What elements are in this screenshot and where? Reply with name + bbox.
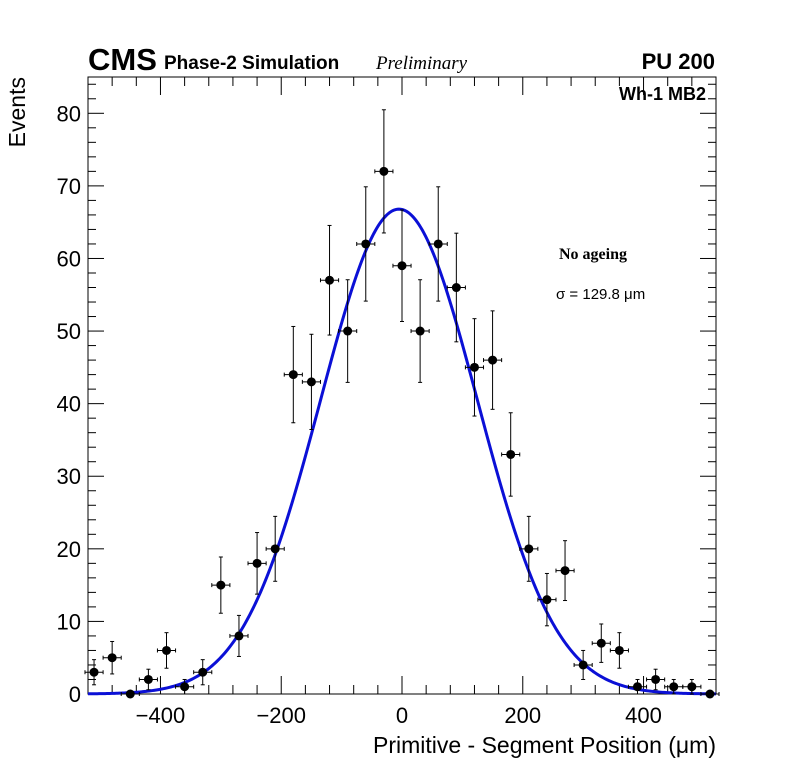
y-tick-label: 70 <box>57 174 81 199</box>
preliminary-label: Preliminary <box>375 53 468 74</box>
data-point <box>700 689 720 699</box>
data-point <box>338 279 358 383</box>
legend-sigma: σ = 129.8 μm <box>556 286 645 303</box>
y-tick-label: 60 <box>57 246 81 271</box>
data-marker <box>198 667 208 677</box>
data-point <box>410 279 430 383</box>
data-point <box>374 109 394 234</box>
data-point <box>483 310 503 410</box>
data-marker <box>687 682 697 692</box>
data-marker <box>451 283 461 293</box>
data-marker <box>524 544 534 554</box>
data-marker <box>306 377 316 387</box>
y-tick-label: 80 <box>57 101 81 126</box>
data-point <box>664 678 684 695</box>
x-axis-title: Primitive - Segment Position (μm) <box>373 732 716 758</box>
data-point <box>646 668 666 691</box>
data-point <box>193 659 213 686</box>
data-marker <box>415 326 425 336</box>
data-marker <box>596 638 606 648</box>
data-point <box>102 640 122 675</box>
y-tick-label: 10 <box>57 609 81 634</box>
data-marker <box>361 239 371 249</box>
x-tick-label: −400 <box>136 703 186 728</box>
plot-frame <box>87 76 717 695</box>
axes: 0 10 20 30 40 50 60 70 80 −400 −200 0 200 400 <box>57 77 717 728</box>
data-marker <box>325 275 335 285</box>
y-tick-label: 50 <box>57 319 81 344</box>
data-marker <box>560 566 570 576</box>
data-marker <box>89 667 99 677</box>
data-point <box>84 659 104 686</box>
data-point <box>428 186 448 302</box>
data-marker <box>216 580 226 590</box>
data-point <box>609 632 629 669</box>
data-point <box>120 689 140 699</box>
pileup-label: PU 200 <box>642 49 715 74</box>
data-marker <box>288 370 298 380</box>
data-point <box>555 540 575 602</box>
y-tick-label: 0 <box>69 682 81 707</box>
data-marker <box>343 326 353 336</box>
data-point <box>627 678 648 695</box>
data-marker <box>252 558 262 568</box>
data-marker <box>397 261 407 271</box>
data-marker <box>651 674 661 684</box>
region-label: Wh-1 MB2 <box>619 84 706 104</box>
y-tick-label: 30 <box>57 464 81 489</box>
data-point <box>138 668 158 691</box>
data-marker <box>162 645 171 655</box>
data-marker <box>488 355 498 365</box>
data-marker <box>506 449 516 459</box>
data-marker <box>433 239 443 249</box>
data-point <box>519 515 539 582</box>
data-point <box>283 325 303 424</box>
data-point <box>537 572 557 627</box>
legend-condition: No ageing <box>559 246 627 263</box>
data-point <box>573 649 593 680</box>
data-marker <box>578 660 588 670</box>
data-point <box>356 186 376 302</box>
data-point <box>247 532 267 595</box>
data-marker <box>633 682 642 692</box>
data-point <box>265 515 285 582</box>
fit-layer <box>87 207 717 696</box>
data-point <box>301 333 321 430</box>
x-tick-label: −200 <box>256 703 306 728</box>
data-point <box>156 632 177 669</box>
y-tick-label: 40 <box>57 392 81 417</box>
cms-label: CMS <box>88 42 157 77</box>
data-point <box>175 678 195 695</box>
gaussian-fit-curve <box>87 207 717 696</box>
data-point <box>229 614 249 657</box>
data-point <box>211 556 231 614</box>
data-marker <box>614 645 624 655</box>
data-point <box>446 232 466 343</box>
data-point <box>501 412 521 497</box>
y-tick-label: 20 <box>57 537 81 562</box>
data-points <box>84 109 720 699</box>
y-axis-title: Events <box>4 77 30 147</box>
data-point <box>682 678 702 695</box>
data-marker <box>705 689 715 699</box>
data-marker <box>125 689 135 699</box>
data-marker <box>107 653 117 663</box>
data-marker <box>234 631 244 641</box>
data-marker <box>270 544 280 554</box>
data-point <box>464 318 485 417</box>
data-point <box>591 623 611 663</box>
data-marker <box>180 682 190 692</box>
x-tick-label: 200 <box>504 703 541 728</box>
data-marker <box>143 674 153 684</box>
data-marker <box>469 362 479 372</box>
data-marker <box>379 166 389 176</box>
x-tick-label: 0 <box>396 703 408 728</box>
data-marker <box>542 595 552 605</box>
data-marker <box>669 682 679 692</box>
phase2-simulation-label: Phase-2 Simulation <box>164 53 339 74</box>
data-point <box>319 224 340 336</box>
x-tick-label: 400 <box>625 703 662 728</box>
data-point <box>392 209 412 322</box>
